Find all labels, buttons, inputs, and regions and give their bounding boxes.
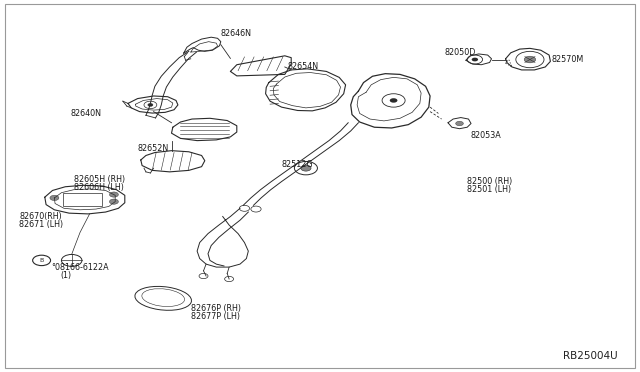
Circle shape bbox=[109, 192, 118, 197]
Text: 82676P (RH): 82676P (RH) bbox=[191, 304, 241, 312]
Circle shape bbox=[109, 199, 118, 204]
Text: 82500 (RH): 82500 (RH) bbox=[467, 177, 513, 186]
Circle shape bbox=[301, 165, 311, 171]
Circle shape bbox=[50, 195, 59, 201]
Circle shape bbox=[472, 58, 478, 61]
Text: 82640N: 82640N bbox=[70, 109, 101, 118]
Circle shape bbox=[524, 56, 536, 63]
Text: 82671 (LH): 82671 (LH) bbox=[19, 220, 63, 229]
Text: 82606H (LH): 82606H (LH) bbox=[74, 183, 124, 192]
Circle shape bbox=[148, 103, 153, 106]
Text: 82646N: 82646N bbox=[221, 29, 252, 38]
Text: 82053A: 82053A bbox=[470, 131, 501, 140]
Text: 82050D: 82050D bbox=[445, 48, 476, 57]
Text: 82677P (LH): 82677P (LH) bbox=[191, 312, 240, 321]
Circle shape bbox=[390, 98, 397, 103]
Text: 82501 (LH): 82501 (LH) bbox=[467, 185, 511, 194]
Text: 82570M: 82570M bbox=[552, 55, 584, 64]
Text: °08166-6122A: °08166-6122A bbox=[51, 263, 109, 272]
Text: 82652N: 82652N bbox=[138, 144, 169, 153]
Text: B: B bbox=[40, 258, 44, 263]
Text: RB25004U: RB25004U bbox=[563, 352, 618, 361]
Text: 82605H (RH): 82605H (RH) bbox=[74, 175, 125, 184]
Text: (1): (1) bbox=[61, 271, 72, 280]
Circle shape bbox=[456, 121, 463, 126]
Bar bbox=[63, 193, 102, 206]
Text: 82512G: 82512G bbox=[282, 160, 313, 169]
Text: 82654N: 82654N bbox=[288, 62, 319, 71]
Text: 82670(RH): 82670(RH) bbox=[19, 212, 62, 221]
